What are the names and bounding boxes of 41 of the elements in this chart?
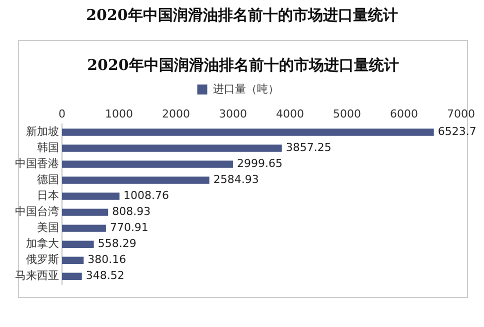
data-label: 6523.7 xyxy=(438,125,476,138)
y-tick-label: 美国 xyxy=(37,221,59,234)
bar xyxy=(62,224,106,232)
bar xyxy=(62,272,82,280)
y-tick-label: 俄罗斯 xyxy=(26,253,59,266)
bar xyxy=(62,160,233,168)
x-tick-label: 0 xyxy=(58,107,66,120)
y-tick-label: 新加坡 xyxy=(26,125,59,138)
x-tick-label: 6000 xyxy=(390,107,418,120)
data-label: 3857.25 xyxy=(286,141,332,154)
y-tick-label: 加拿大 xyxy=(26,237,59,250)
chart-title: 2020年中国润滑油排名前十的市场进口量统计 xyxy=(85,6,399,25)
data-label: 380.16 xyxy=(88,253,126,266)
y-tick-label: 马来西亚 xyxy=(15,269,59,282)
bar xyxy=(62,128,434,136)
data-label: 558.29 xyxy=(98,237,136,250)
y-tick-label: 中国台湾 xyxy=(15,205,59,218)
x-tick-label: 5000 xyxy=(333,107,361,120)
bar xyxy=(62,256,84,264)
bar xyxy=(62,240,94,248)
y-tick-label: 中国香港 xyxy=(15,157,59,170)
data-label: 1008.76 xyxy=(124,189,169,202)
legend-label: 进口量（吨） xyxy=(212,82,279,96)
data-label: 808.93 xyxy=(112,205,151,218)
x-tick-label: 7000 xyxy=(447,107,476,120)
y-tick-label: 韩国 xyxy=(37,141,59,154)
data-label: 770.91 xyxy=(110,221,148,234)
bar xyxy=(62,176,210,184)
data-label: 2999.65 xyxy=(236,157,282,170)
data-label: 2584.93 xyxy=(213,173,259,186)
data-label: 348.52 xyxy=(86,269,124,282)
bar xyxy=(62,208,108,216)
bar xyxy=(62,144,282,152)
x-tick-label: 4000 xyxy=(276,107,304,120)
x-tick-label: 2000 xyxy=(162,107,190,120)
bar xyxy=(62,192,120,200)
x-tick-label: 1000 xyxy=(105,107,133,120)
chart-subtitle: 2020年中国润滑油排名前十的市场进口量统计 xyxy=(86,56,400,75)
y-tick-label: 德国 xyxy=(37,173,59,186)
y-tick-label: 日本 xyxy=(37,189,59,202)
x-tick-label: 3000 xyxy=(219,107,247,120)
